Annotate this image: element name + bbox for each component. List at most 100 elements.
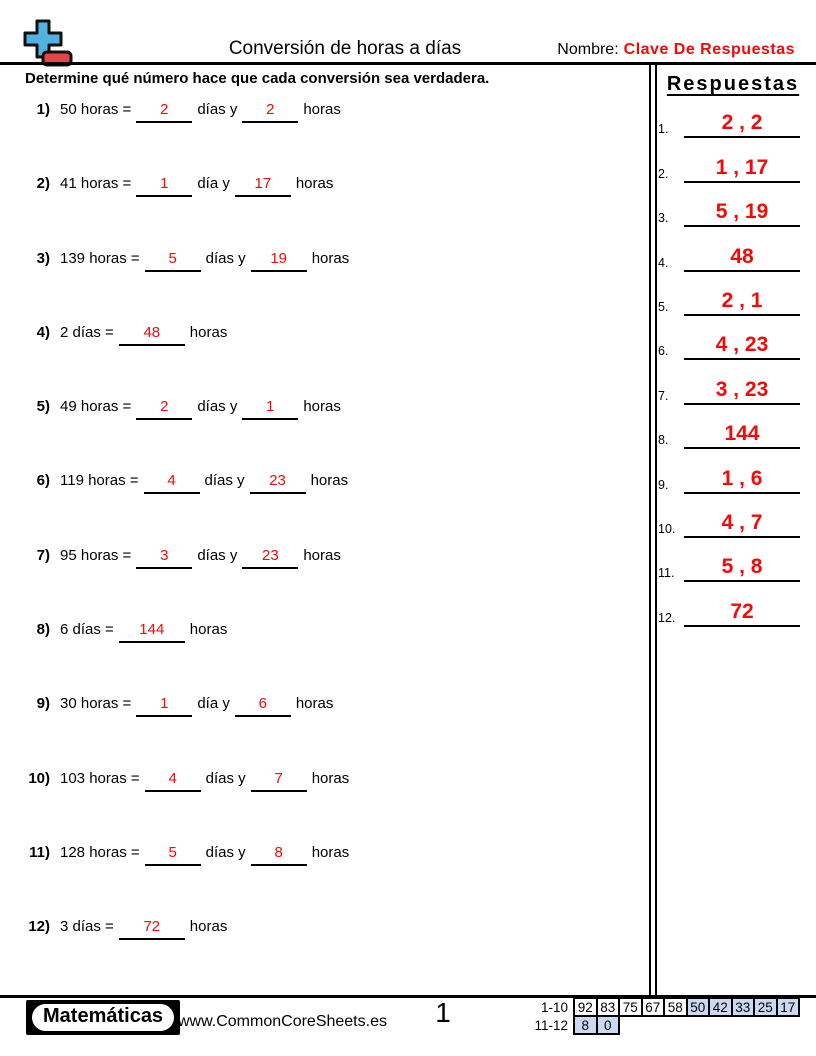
problem-number: 2) bbox=[36, 175, 50, 193]
problem-middle-text: días y bbox=[205, 843, 246, 861]
problem-row: 2) 41 horas = 1 día y 17 horas bbox=[22, 173, 638, 247]
answer-value: 5 , 8 bbox=[684, 555, 800, 583]
name-value: Clave De Respuestas bbox=[623, 41, 795, 58]
answers-list: 1. 2 , 2 2. 1 , 17 3. 5 , 19 4. 48 5. 2 … bbox=[658, 94, 800, 627]
answer-number: 6. bbox=[658, 344, 669, 359]
score-cell: 50 bbox=[685, 997, 710, 1017]
answer-blank-2: 23 bbox=[242, 545, 299, 569]
answer-blank-2: 6 bbox=[234, 693, 291, 718]
problem-row: 12) 3 días = 72 horas bbox=[22, 916, 638, 990]
problem-suffix-text: horas bbox=[303, 101, 341, 118]
problem-text: 50 horas = 2 días y 2 horas bbox=[60, 99, 341, 123]
answer-blank-1: 144 bbox=[118, 619, 185, 644]
problem-text: 6 días = 144 horas bbox=[60, 619, 228, 644]
brand-badge: Matemáticas bbox=[26, 1000, 181, 1035]
problem-text: 2 días = 48 horas bbox=[60, 322, 227, 346]
answer-value: 72 bbox=[684, 600, 800, 627]
problem-row: 9) 30 horas = 1 día y 6 horas bbox=[22, 693, 638, 767]
answer-value: 3 , 23 bbox=[684, 378, 800, 405]
header-divider bbox=[0, 62, 816, 65]
problem-row: 11) 128 horas = 5 días y 8 horas bbox=[22, 842, 638, 916]
answer-number: 4. bbox=[658, 255, 669, 270]
answer-row: 6. 4 , 23 bbox=[658, 316, 800, 361]
problem-row: 5) 49 horas = 2 días y 1 horas bbox=[22, 396, 638, 470]
problem-row: 7) 95 horas = 3 días y 23 horas bbox=[22, 545, 638, 619]
page-number: 1 bbox=[435, 997, 451, 1028]
answer-blank-2: 8 bbox=[250, 842, 307, 866]
answer-value: 48 bbox=[684, 245, 800, 272]
score-cell: 83 bbox=[595, 997, 620, 1017]
problem-suffix-text: horas bbox=[189, 621, 228, 639]
score-row-label: 11-12 bbox=[534, 1017, 568, 1033]
problem-text: 41 horas = 1 día y 17 horas bbox=[60, 173, 333, 198]
answer-number: 9. bbox=[658, 477, 669, 492]
problem-middle-text: días y bbox=[204, 472, 245, 490]
answer-number: 12. bbox=[658, 610, 676, 625]
problem-prefix-text: 41 horas = bbox=[60, 175, 132, 193]
score-row: 11-12 8 0 bbox=[516, 1015, 800, 1035]
answer-number: 11. bbox=[658, 566, 675, 581]
name-row: Nombre: Clave De Respuestas bbox=[557, 41, 795, 59]
problem-number: 3) bbox=[36, 249, 50, 267]
answer-row: 3. 5 , 19 bbox=[658, 183, 800, 228]
answer-blank-2: 17 bbox=[234, 173, 291, 198]
answer-value: 2 , 2 bbox=[684, 111, 800, 139]
answer-blank-1: 4 bbox=[143, 470, 200, 495]
problem-number: 4) bbox=[36, 323, 50, 341]
answer-blank-1: 4 bbox=[144, 768, 201, 792]
answer-row: 12. 72 bbox=[658, 582, 800, 627]
problem-prefix-text: 119 horas = bbox=[60, 472, 139, 490]
problem-prefix-text: 2 días = bbox=[60, 323, 114, 341]
problem-prefix-text: 49 horas = bbox=[60, 398, 132, 416]
problem-row: 1) 50 horas = 2 días y 2 horas bbox=[22, 99, 638, 173]
problem-prefix-text: 3 días = bbox=[60, 918, 114, 936]
problem-number: 9) bbox=[36, 695, 50, 713]
score-row: 1-10 92 83 75 67 58 50 42 33 25 17 bbox=[516, 997, 800, 1017]
problem-text: 49 horas = 2 días y 1 horas bbox=[60, 396, 341, 421]
answer-blank-1: 5 bbox=[144, 248, 201, 272]
answer-value: 1 , 6 bbox=[684, 467, 800, 494]
problem-suffix-text: horas bbox=[311, 843, 350, 861]
answer-blank-2: 2 bbox=[242, 99, 299, 123]
answer-row: 1. 2 , 2 bbox=[658, 94, 800, 139]
problem-row: 8) 6 días = 144 horas bbox=[22, 619, 638, 693]
score-cell: 0 bbox=[595, 1015, 620, 1035]
problem-text: 119 horas = 4 días y 23 horas bbox=[60, 470, 348, 495]
website-url: www.CommonCoreSheets.es bbox=[178, 1013, 387, 1030]
problem-prefix-text: 50 horas = bbox=[60, 101, 132, 118]
answer-row: 4. 48 bbox=[658, 227, 800, 272]
answer-number: 5. bbox=[658, 299, 669, 314]
answer-blank-1: 48 bbox=[118, 322, 185, 346]
problem-text: 3 días = 72 horas bbox=[60, 916, 228, 941]
problem-row: 4) 2 días = 48 horas bbox=[22, 322, 638, 396]
answer-row: 5. 2 , 1 bbox=[658, 272, 800, 316]
problem-text: 30 horas = 1 día y 6 horas bbox=[60, 693, 334, 718]
answer-value: 144 bbox=[684, 422, 800, 450]
score-cell: 17 bbox=[775, 997, 800, 1017]
answer-value: 1 , 17 bbox=[684, 156, 800, 183]
answer-value: 5 , 19 bbox=[684, 200, 800, 228]
answer-blank-2: 1 bbox=[242, 396, 299, 421]
answers-panel-title: Respuestas bbox=[666, 73, 800, 95]
score-row-label: 1-10 bbox=[540, 999, 568, 1015]
answer-blank-1: 1 bbox=[136, 173, 193, 198]
score-cell: 33 bbox=[730, 997, 755, 1017]
answer-number: 10. bbox=[658, 521, 676, 536]
answer-blank-1: 72 bbox=[118, 916, 185, 941]
answer-row: 2. 1 , 17 bbox=[658, 138, 800, 183]
problem-prefix-text: 95 horas = bbox=[60, 546, 132, 564]
score-cell: 75 bbox=[618, 997, 643, 1017]
footer-divider bbox=[0, 995, 816, 998]
problem-row: 3) 139 horas = 5 días y 19 horas bbox=[22, 248, 638, 322]
problem-middle-text: día y bbox=[197, 175, 230, 193]
answer-number: 3. bbox=[658, 211, 669, 226]
answer-value: 4 , 7 bbox=[684, 511, 800, 538]
problem-suffix-text: horas bbox=[189, 918, 228, 936]
problem-prefix-text: 6 días = bbox=[60, 621, 114, 639]
answer-number: 7. bbox=[658, 388, 669, 403]
problem-text: 139 horas = 5 días y 19 horas bbox=[60, 248, 349, 272]
problem-row: 10) 103 horas = 4 días y 7 horas bbox=[22, 768, 638, 842]
problem-suffix-text: horas bbox=[295, 695, 334, 713]
answer-row: 11. 5 , 8 bbox=[658, 538, 800, 583]
